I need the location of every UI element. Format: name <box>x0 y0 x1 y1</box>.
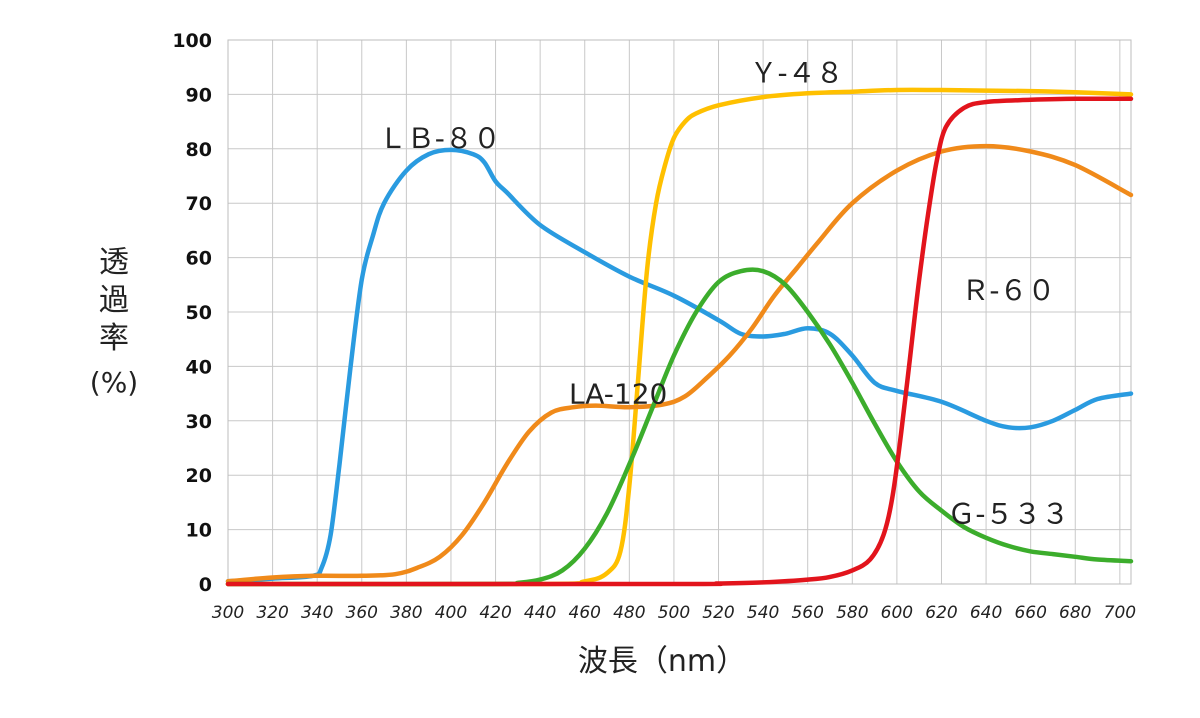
x-tick-600: 600 <box>881 603 913 623</box>
y-tick-0: 0 <box>199 574 212 596</box>
y-tick-100: 100 <box>172 30 212 52</box>
x-tick-labels: 300 320 340 360 380 400 420 440 460 480 500 520 540 5… <box>212 603 1136 623</box>
y-tick-40: 40 <box>186 356 212 378</box>
series-line-lb-80 <box>225 147 1134 584</box>
y-axis-label: 透過率 (%) <box>90 245 138 399</box>
x-tick-380: 380 <box>390 603 422 623</box>
x-tick-340: 340 <box>301 603 333 623</box>
series-label-lb-80: ＬＢ-８０ <box>379 122 501 155</box>
x-tick-440: 440 <box>524 603 556 623</box>
y-axis-label-line-3: 率 <box>99 321 129 356</box>
x-tick-680: 680 <box>1059 603 1091 623</box>
x-tick-620: 620 <box>925 603 957 623</box>
y-tick-50: 50 <box>186 302 212 324</box>
x-tick-580: 580 <box>836 603 868 623</box>
y-tick-30: 30 <box>186 411 212 433</box>
x-tick-700: 700 <box>1104 603 1136 623</box>
y-axis-label-line-2: 過 <box>99 283 129 318</box>
y-tick-60: 60 <box>186 248 212 270</box>
x-tick-500: 500 <box>658 603 690 623</box>
series-labels: ＬＢ-８０ Ｙ-４８ LA-120 Ｒ-６０ Ｇ-５３３ <box>379 57 1070 531</box>
series-curves <box>225 87 1134 587</box>
series-label-r-60: Ｒ-６０ <box>961 274 1055 307</box>
series-line-r-60 <box>225 96 1134 587</box>
x-tick-420: 420 <box>479 603 511 623</box>
series-line-y-48 <box>225 87 1134 587</box>
x-tick-560: 560 <box>791 603 823 623</box>
x-tick-640: 640 <box>970 603 1002 623</box>
x-tick-360: 360 <box>346 603 378 623</box>
gridlines <box>228 39 1131 584</box>
y-tick-90: 90 <box>186 84 212 106</box>
y-tick-80: 80 <box>186 139 212 161</box>
x-tick-400: 400 <box>435 603 467 623</box>
x-tick-320: 320 <box>256 603 288 623</box>
series-label-y-48: Ｙ-４８ <box>750 57 844 90</box>
x-tick-480: 480 <box>613 603 645 623</box>
y-tick-70: 70 <box>186 193 212 215</box>
series-label-la-120: LA-120 <box>569 378 667 411</box>
x-tick-660: 660 <box>1014 603 1046 623</box>
x-axis-label: 波長（nm） <box>578 644 746 679</box>
y-tick-labels: 0 10 20 30 40 50 60 70 80 90 100 <box>172 30 212 596</box>
y-axis-label-line-1: 透 <box>99 245 129 280</box>
x-tick-540: 540 <box>747 603 779 623</box>
x-tick-460: 460 <box>569 603 601 623</box>
series-line-la-120 <box>225 143 1134 584</box>
y-tick-20: 20 <box>186 465 212 487</box>
x-tick-520: 520 <box>702 603 734 623</box>
series-line-g-533 <box>225 267 1134 587</box>
y-axis-label-line-4: (%) <box>90 366 138 399</box>
series-label-g-533: Ｇ-５３３ <box>947 497 1069 530</box>
y-tick-10: 10 <box>186 520 212 542</box>
x-tick-300: 300 <box>212 603 244 623</box>
